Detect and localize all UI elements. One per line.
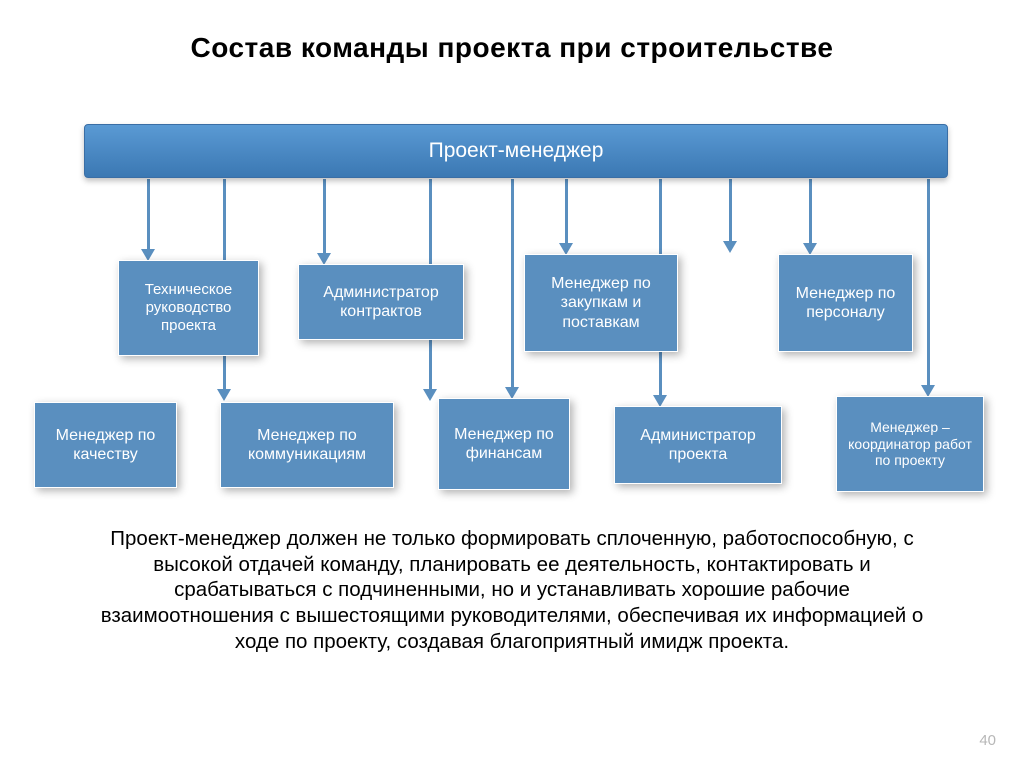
top-node: Проект-менеджер <box>84 124 948 178</box>
row2-node-1: Администратор контрактов <box>298 264 464 340</box>
slide-title: Состав команды проекта при строительстве <box>0 32 1024 64</box>
row3-node-1: Менеджер по коммуникациям <box>220 402 394 488</box>
description-paragraph: Проект-менеджер должен не только формиро… <box>100 526 924 654</box>
row2-node-0: Техническое руководство проекта <box>118 260 259 356</box>
page-number: 40 <box>979 732 996 749</box>
row2-node-2: Менеджер по закупкам и поставкам <box>524 254 678 352</box>
row3-node-4: Менеджер – координатор работ по проекту <box>836 396 984 492</box>
row3-node-0: Менеджер по качеству <box>34 402 177 488</box>
row3-node-3: Администратор проекта <box>614 406 782 484</box>
row2-node-3: Менеджер по персоналу <box>778 254 913 352</box>
row3-node-2: Менеджер по финансам <box>438 398 570 490</box>
